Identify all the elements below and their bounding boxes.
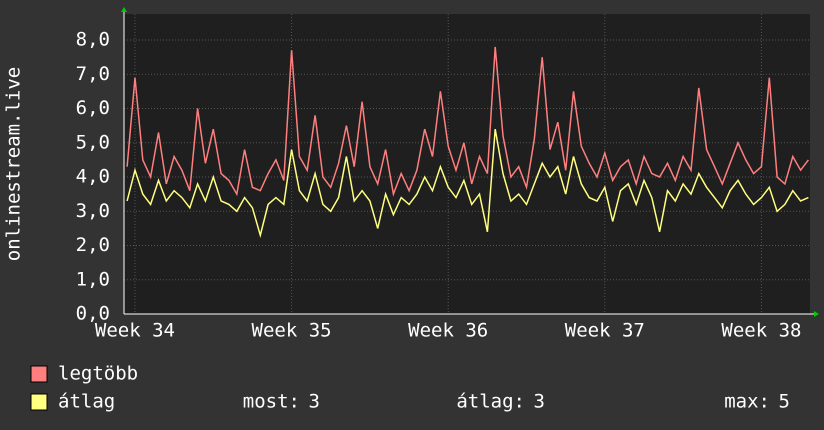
y-tick-label: 7,0 — [76, 63, 110, 85]
stat-label: most: — [243, 391, 300, 413]
y-tick-label: 0,0 — [76, 303, 110, 325]
y-tick-label: 6,0 — [76, 97, 110, 119]
x-tick-label: Week 36 — [408, 320, 488, 342]
x-tick-label: Week 34 — [95, 320, 175, 342]
stat-label: max: — [724, 391, 770, 413]
legend-swatch — [30, 393, 48, 411]
data-line — [126, 128, 809, 239]
stat-label: átlag: — [456, 391, 525, 413]
x-tick-label: Week 38 — [721, 320, 801, 342]
legend-swatch — [30, 365, 48, 383]
data-line — [126, 46, 809, 197]
legend-label: legtöbb — [58, 363, 138, 385]
axis-arrow — [121, 7, 127, 12]
y-tick-label: 8,0 — [76, 29, 110, 51]
stat-value: 5 — [779, 391, 790, 413]
x-tick-label: Week 35 — [252, 320, 332, 342]
axis-arrow — [814, 311, 819, 317]
x-tick-label: Week 37 — [565, 320, 645, 342]
y-tick-label: 3,0 — [76, 200, 110, 222]
y-axis-label: onlinestream.live — [3, 67, 25, 261]
y-tick-label: 2,0 — [76, 234, 110, 256]
stat-value: 3 — [534, 391, 545, 413]
stat-value: 3 — [309, 391, 320, 413]
y-tick-label: 5,0 — [76, 131, 110, 153]
plot-area — [124, 14, 810, 314]
y-tick-label: 1,0 — [76, 268, 110, 290]
y-tick-label: 4,0 — [76, 166, 110, 188]
legend-label: átlag — [58, 391, 115, 413]
